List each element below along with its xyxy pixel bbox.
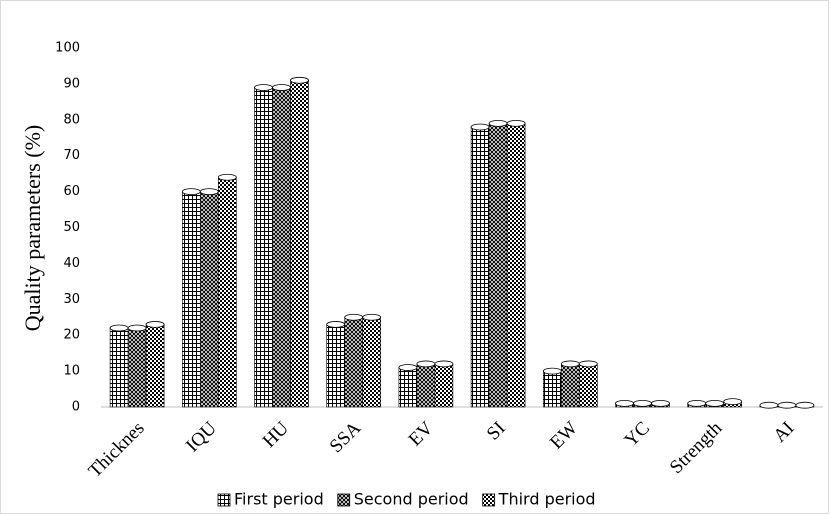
bar bbox=[416, 363, 436, 408]
bar-top bbox=[290, 76, 309, 84]
bar bbox=[290, 80, 309, 408]
legend-label: Second period bbox=[354, 490, 469, 509]
bar-top bbox=[705, 400, 725, 407]
bar-top bbox=[145, 321, 165, 328]
bar bbox=[578, 363, 598, 408]
bar-top bbox=[362, 313, 382, 321]
bar-top bbox=[199, 188, 219, 196]
bar bbox=[326, 324, 346, 408]
bar-top bbox=[651, 400, 670, 407]
bar bbox=[254, 87, 273, 408]
bar-top bbox=[326, 321, 346, 328]
bar bbox=[488, 123, 508, 408]
bar-top bbox=[434, 360, 454, 368]
y-tick-label: 20 bbox=[63, 328, 80, 343]
y-tick-label: 40 bbox=[63, 256, 80, 271]
bar-top bbox=[795, 401, 815, 409]
bar-top bbox=[344, 313, 364, 321]
bar bbox=[145, 324, 165, 408]
bar bbox=[560, 363, 580, 408]
bar bbox=[434, 363, 454, 408]
bar-top bbox=[127, 324, 147, 332]
y-axis-title: Quality parameters (%) bbox=[20, 125, 45, 331]
bar-top bbox=[254, 84, 273, 91]
bar-top bbox=[759, 401, 779, 409]
bar bbox=[127, 327, 147, 408]
legend-swatch bbox=[482, 493, 496, 507]
bar-top bbox=[615, 400, 634, 407]
bar-top bbox=[687, 400, 707, 407]
bar-top bbox=[272, 84, 291, 91]
bar-top bbox=[470, 123, 490, 131]
bar-top bbox=[542, 367, 562, 375]
y-tick-label: 0 bbox=[72, 400, 80, 415]
bar bbox=[182, 191, 201, 408]
y-tick-label: 80 bbox=[63, 112, 80, 127]
bar bbox=[398, 367, 418, 408]
bar bbox=[506, 123, 526, 408]
bar bbox=[344, 316, 364, 408]
bar-top bbox=[416, 360, 436, 368]
bar bbox=[200, 191, 219, 408]
bar-top bbox=[488, 119, 508, 127]
bar-top bbox=[560, 360, 580, 368]
y-tick-label: 50 bbox=[63, 220, 80, 235]
y-tick-label: 90 bbox=[63, 76, 80, 91]
bar bbox=[272, 87, 291, 408]
bar-top bbox=[506, 119, 526, 127]
bar-top bbox=[578, 360, 598, 368]
bar-top bbox=[109, 324, 129, 332]
y-tick-label: 30 bbox=[63, 292, 80, 307]
legend-swatch bbox=[217, 493, 231, 507]
y-tick-label: 60 bbox=[63, 184, 80, 199]
bar bbox=[542, 370, 562, 408]
y-tick-label: 70 bbox=[63, 148, 80, 163]
bar-top bbox=[777, 401, 797, 409]
bar bbox=[470, 126, 490, 408]
legend-label: Third period bbox=[498, 490, 596, 509]
legend-swatch bbox=[337, 493, 351, 507]
bar-top bbox=[181, 188, 201, 196]
y-tick-label: 10 bbox=[63, 364, 80, 379]
y-tick-label: 100 bbox=[55, 41, 80, 56]
bar bbox=[362, 316, 382, 408]
bar-top bbox=[723, 398, 743, 406]
bar-top bbox=[633, 400, 652, 407]
legend-label: First period bbox=[234, 490, 324, 509]
bar-top bbox=[398, 364, 418, 371]
bar-top bbox=[217, 173, 237, 181]
bar bbox=[218, 176, 237, 408]
bar bbox=[109, 327, 129, 408]
